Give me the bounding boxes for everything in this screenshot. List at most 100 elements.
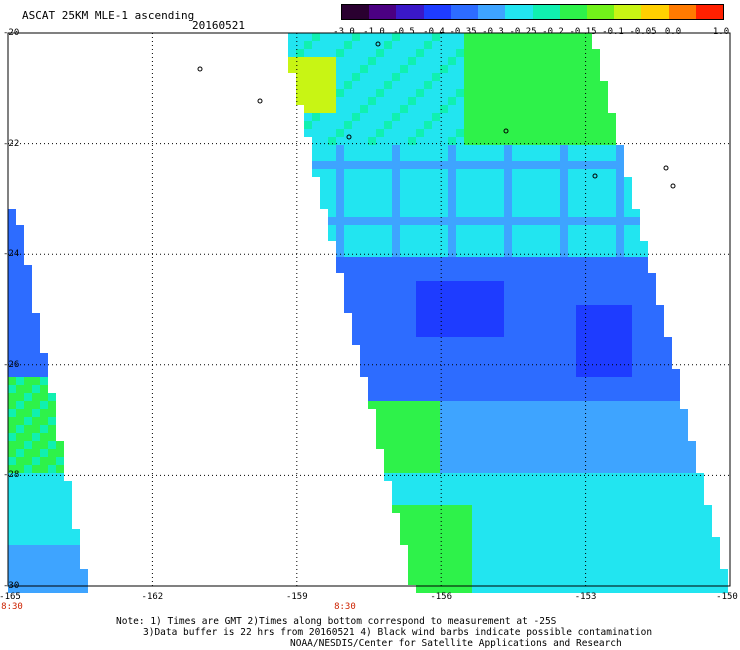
- swath-cell: [56, 481, 64, 489]
- swath-cell: [472, 249, 480, 257]
- swath-cell: [328, 73, 336, 81]
- swath-cell: [592, 441, 600, 449]
- swath-cell: [448, 289, 456, 297]
- swath-cell: [360, 265, 368, 273]
- swath-cell: [544, 385, 552, 393]
- swath-cell: [440, 417, 448, 425]
- swath-cell: [424, 449, 432, 457]
- swath-cell: [456, 409, 464, 417]
- swath-cell: [672, 393, 680, 401]
- swath-cell: [8, 297, 16, 305]
- swath-cell: [400, 297, 408, 305]
- swath-cell: [576, 465, 584, 473]
- swath-cell: [536, 441, 544, 449]
- swath-cell: [520, 177, 528, 185]
- swath-cell: [480, 233, 488, 241]
- swath-cell: [464, 289, 472, 297]
- swath-cell: [536, 241, 544, 249]
- swath-cell: [664, 553, 672, 561]
- swath-cell: [520, 169, 528, 177]
- swath-cell: [360, 241, 368, 249]
- swath-cell: [488, 257, 496, 265]
- swath-cell: [584, 225, 592, 233]
- swath-cell: [400, 529, 408, 537]
- swath-cell: [416, 489, 424, 497]
- swath-cell: [512, 257, 520, 265]
- swath-cell: [496, 553, 504, 561]
- swath-cell: [344, 73, 352, 81]
- swath-cell: [496, 529, 504, 537]
- swath-cell: [384, 57, 392, 65]
- swath-cell: [488, 57, 496, 65]
- swath-cell: [616, 201, 624, 209]
- swath-cell: [48, 481, 56, 489]
- swath-cell: [600, 321, 608, 329]
- swath-cell: [456, 265, 464, 273]
- swath-cell: [680, 441, 688, 449]
- swath-cell: [568, 417, 576, 425]
- swath-cell: [664, 425, 672, 433]
- swath-cell: [464, 409, 472, 417]
- swath-cell: [384, 417, 392, 425]
- swath-cell: [400, 137, 408, 145]
- swath-cell: [624, 433, 632, 441]
- swath-cell: [680, 569, 688, 577]
- swath-cell: [504, 513, 512, 521]
- swath-cell: [528, 329, 536, 337]
- swath-cell: [424, 441, 432, 449]
- swath-cell: [552, 129, 560, 137]
- swath-cell: [304, 97, 312, 105]
- swath-cell: [576, 513, 584, 521]
- swath-cell: [424, 521, 432, 529]
- swath-cell: [56, 441, 64, 449]
- swath-cell: [424, 121, 432, 129]
- swath-cell: [496, 313, 504, 321]
- swath-cell: [616, 577, 624, 585]
- swath-cell: [528, 561, 536, 569]
- swath-cell: [328, 81, 336, 89]
- swath-cell: [568, 409, 576, 417]
- swath-cell: [8, 377, 16, 385]
- swath-cell: [488, 569, 496, 577]
- swath-cell: [416, 537, 424, 545]
- swath-cell: [560, 217, 568, 225]
- swath-cell: [352, 121, 360, 129]
- swath-cell: [480, 537, 488, 545]
- swath-cell: [624, 553, 632, 561]
- swath-cell: [600, 441, 608, 449]
- swath-cell: [536, 257, 544, 265]
- swath-cell: [408, 481, 416, 489]
- swath-cell: [568, 401, 576, 409]
- swath-cell: [392, 273, 400, 281]
- swath-cell: [552, 313, 560, 321]
- swath-cell: [616, 209, 624, 217]
- swath-cell: [392, 505, 400, 513]
- swath-cell: [520, 321, 528, 329]
- swath-cell: [432, 121, 440, 129]
- swath-cell: [432, 369, 440, 377]
- swath-cell: [456, 553, 464, 561]
- swath-cell: [416, 545, 424, 553]
- swath-cell: [464, 33, 472, 41]
- swath-cell: [552, 529, 560, 537]
- swath-cell: [376, 201, 384, 209]
- swath-cell: [576, 481, 584, 489]
- swath-cell: [80, 577, 88, 585]
- swath-cell: [512, 313, 520, 321]
- swath-cell: [584, 241, 592, 249]
- swath-cell: [696, 473, 704, 481]
- swath-cell: [496, 345, 504, 353]
- swath-cell: [32, 537, 40, 545]
- swath-cell: [440, 265, 448, 273]
- swath-cell: [536, 329, 544, 337]
- swath-cell: [384, 49, 392, 57]
- swath-cell: [368, 377, 376, 385]
- swath-cell: [552, 89, 560, 97]
- swath-cell: [400, 393, 408, 401]
- swath-cell: [32, 489, 40, 497]
- swath-cell: [16, 481, 24, 489]
- swath-cell: [592, 577, 600, 585]
- swath-cell: [568, 433, 576, 441]
- swath-cell: [672, 433, 680, 441]
- swath-cell: [576, 489, 584, 497]
